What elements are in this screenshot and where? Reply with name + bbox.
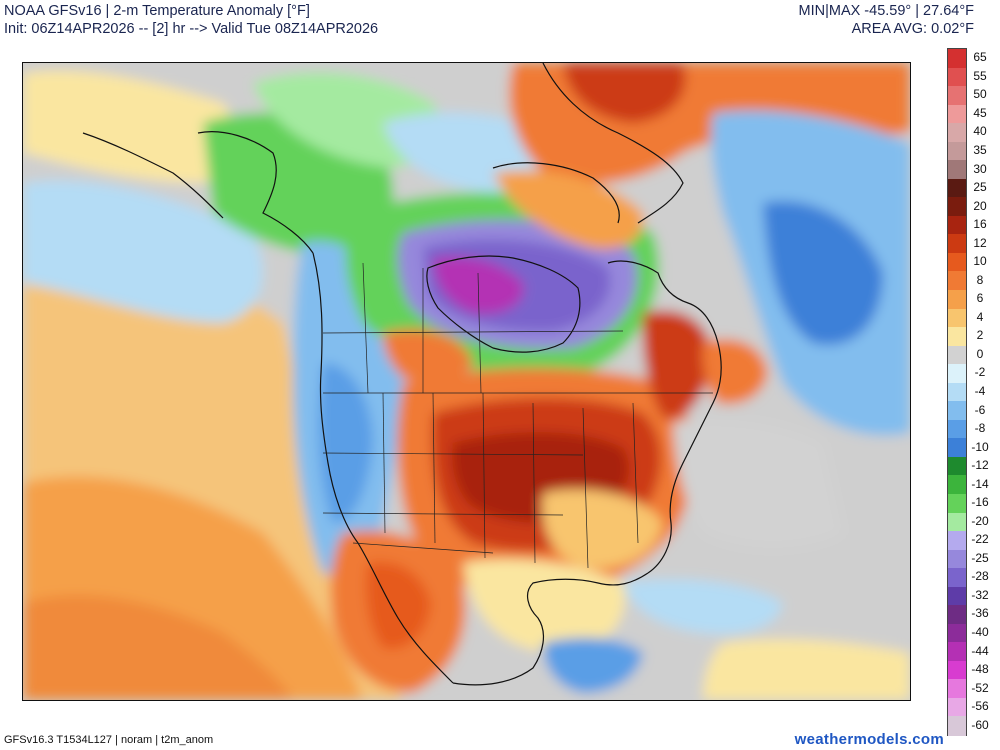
colorbar-label: 16 xyxy=(973,217,987,232)
colorbar-label: 20 xyxy=(973,198,987,213)
colorbar-swatch xyxy=(948,290,966,310)
colorbar-swatch xyxy=(948,623,966,643)
colorbar-swatch xyxy=(948,160,966,180)
colorbar-label: -36 xyxy=(971,606,989,621)
colorbar-label: -52 xyxy=(971,680,989,695)
colorbar-swatch xyxy=(948,86,966,106)
colorbar-swatch xyxy=(948,438,966,458)
colorbar-label: 50 xyxy=(973,87,987,102)
colorbar xyxy=(947,48,967,736)
colorbar-label: -6 xyxy=(974,402,986,417)
colorbar-swatch xyxy=(948,271,966,291)
colorbar-swatch xyxy=(948,642,966,662)
colorbar-label: 2 xyxy=(976,328,984,343)
colorbar-swatch xyxy=(948,178,966,198)
colorbar-labels: 65 55 50 45 40 35 30 25 20 16 12 10 8 6 4 2 0 -2 -4 -6 -8 -10… xyxy=(966,48,1000,734)
anomaly-map xyxy=(22,62,911,701)
colorbar-swatch xyxy=(948,234,966,254)
map-title: NOAA GFSv16 | 2-m Temperature Anomaly [°… xyxy=(4,3,310,19)
init-valid-time: Init: 06Z14APR2026 -- [2] hr --> Valid T… xyxy=(4,21,379,37)
colorbar-label: -14 xyxy=(971,476,989,491)
colorbar-label: 0 xyxy=(976,346,984,361)
colorbar-swatch xyxy=(948,67,966,87)
colorbar-label: 55 xyxy=(973,68,987,83)
site-credit-link[interactable]: weathermodels.com xyxy=(794,731,944,748)
colorbar-label: 12 xyxy=(973,235,987,250)
colorbar-label: -32 xyxy=(971,587,989,602)
colorbar-swatch xyxy=(948,252,966,273)
colorbar-label: -40 xyxy=(971,625,989,640)
colorbar-swatch xyxy=(948,104,966,124)
colorbar-swatch xyxy=(948,327,966,347)
colorbar-swatch xyxy=(948,49,966,69)
colorbar-label: -10 xyxy=(971,439,989,454)
anomaly-field xyxy=(23,63,910,700)
colorbar-label: -48 xyxy=(971,662,989,677)
colorbar-label: -8 xyxy=(974,421,986,436)
colorbar-label: -12 xyxy=(971,458,989,473)
colorbar-label: 30 xyxy=(973,161,987,176)
colorbar-swatch xyxy=(948,531,966,551)
colorbar-swatch xyxy=(948,456,966,477)
colorbar-label: -22 xyxy=(971,532,989,547)
colorbar-label: 40 xyxy=(973,124,987,139)
colorbar-swatch xyxy=(948,364,966,384)
colorbar-swatch xyxy=(948,679,966,699)
colorbar-swatch xyxy=(948,345,966,365)
political-borders xyxy=(322,262,713,569)
colorbar-label: 25 xyxy=(973,180,987,195)
colorbar-swatch xyxy=(948,605,966,625)
colorbar-label: 35 xyxy=(973,142,987,157)
colorbar-swatch xyxy=(948,512,966,532)
colorbar-swatch xyxy=(948,475,966,495)
colorbar-swatch xyxy=(948,215,966,235)
colorbar-swatch xyxy=(948,401,966,421)
colorbar-label: 4 xyxy=(976,309,984,324)
colorbar-swatch xyxy=(948,308,966,328)
anomaly-map-canvas xyxy=(23,63,910,700)
colorbar-swatch xyxy=(948,549,966,569)
colorbar-label: -44 xyxy=(971,643,989,658)
coastline-overlay xyxy=(82,63,722,686)
colorbar-label: -56 xyxy=(971,699,989,714)
colorbar-swatch xyxy=(948,419,966,439)
colorbar-label: 8 xyxy=(976,272,984,287)
colorbar-label: -25 xyxy=(971,550,989,565)
colorbar-label: -2 xyxy=(974,365,986,380)
min-max-readout: MIN|MAX -45.59° | 27.64°F xyxy=(798,3,974,19)
colorbar-label: -20 xyxy=(971,513,989,528)
colorbar-swatch xyxy=(948,697,966,718)
colorbar-swatch xyxy=(948,568,966,588)
colorbar-swatch xyxy=(948,716,966,736)
colorbar-swatch xyxy=(948,586,966,606)
colorbar-swatch xyxy=(948,197,966,217)
colorbar-label: 65 xyxy=(973,50,987,65)
colorbar-swatch xyxy=(948,123,966,143)
colorbar-label: -60 xyxy=(971,717,989,732)
colorbar-label: -16 xyxy=(971,495,989,510)
colorbar-label: 45 xyxy=(973,105,987,120)
colorbar-swatch xyxy=(948,382,966,402)
colorbar-label: -4 xyxy=(974,384,986,398)
colorbar-swatch xyxy=(948,141,966,161)
colorbar-label: 6 xyxy=(976,291,984,306)
colorbar-label: 10 xyxy=(973,254,987,269)
colorbar-swatch xyxy=(948,660,966,680)
colorbar-label: -28 xyxy=(971,569,989,584)
model-info: GFSv16.3 T1534L127 | noram | t2m_anom xyxy=(4,734,214,746)
colorbar-swatch xyxy=(948,493,966,514)
area-average-readout: AREA AVG: 0.02°F xyxy=(851,21,974,37)
